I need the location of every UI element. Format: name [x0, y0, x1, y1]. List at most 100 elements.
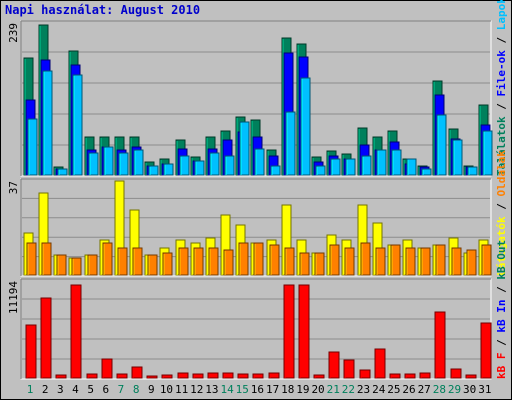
- bar-middle-2-day-28: [435, 244, 446, 276]
- day-label-14: 14: [220, 383, 234, 396]
- bar-middle-2-day-4: [71, 257, 82, 276]
- legend-item: kB In: [495, 300, 508, 333]
- legend-top: Találatok / File-ok / Lapok: [495, 0, 508, 176]
- bar-top-3-day-10: [163, 163, 174, 176]
- bar-middle-2-day-16: [253, 242, 264, 276]
- day-label-15: 15: [236, 383, 249, 396]
- bar-middle-2-day-24: [375, 247, 386, 276]
- bar-middle-2-day-1: [26, 242, 37, 276]
- day-label-2: 2: [42, 383, 49, 396]
- bar-bottom-1-day-17: [268, 372, 280, 379]
- bar-top-3-day-29: [452, 139, 463, 176]
- panel-top: 239: [7, 20, 493, 177]
- bar-middle-2-day-25: [390, 244, 401, 276]
- bar-top-3-day-27: [421, 168, 432, 176]
- bar-top-3-day-5: [88, 152, 99, 176]
- legend-item: File-ok: [495, 50, 508, 97]
- bar-top-3-day-4: [72, 74, 83, 176]
- bar-top-3-day-2: [42, 70, 53, 176]
- bar-bottom-1-day-1: [25, 324, 37, 379]
- bar-top-3-day-28: [436, 114, 447, 176]
- bar-top-3-day-9: [148, 165, 159, 176]
- bar-bottom-1-day-24: [374, 348, 386, 379]
- bar-middle-2-day-11: [178, 247, 189, 276]
- legend-item: Találatok: [495, 116, 508, 176]
- bar-top-3-day-31: [482, 130, 493, 176]
- bar-bottom-1-day-25: [389, 373, 401, 379]
- bar-top-3-day-8: [133, 149, 144, 176]
- bar-bottom-1-day-23: [359, 369, 371, 379]
- bar-bottom-1-day-15: [237, 373, 249, 379]
- day-label-25: 25: [387, 383, 400, 396]
- bar-middle-2-day-5: [87, 254, 98, 276]
- bar-top-3-day-7: [118, 152, 129, 176]
- bar-top-3-day-21: [330, 158, 341, 176]
- bar-bottom-1-day-5: [86, 373, 98, 379]
- bar-middle-2-day-13: [208, 247, 219, 276]
- bar-top-3-day-18: [285, 111, 296, 176]
- day-label-7: 7: [118, 383, 125, 396]
- bar-bottom-1-day-2: [40, 297, 52, 379]
- bar-top-3-day-16: [254, 148, 265, 176]
- bar-middle-2-day-27: [420, 247, 431, 276]
- day-label-28: 28: [433, 383, 446, 396]
- chart-title: Napi használat: August 2010: [5, 3, 201, 17]
- bar-middle-2-day-29: [451, 247, 462, 276]
- bar-top-3-day-22: [345, 158, 356, 176]
- legend-item: Oldalak: [495, 150, 508, 197]
- bar-bottom-1-day-3: [55, 374, 67, 379]
- bar-bottom-1-day-26: [404, 373, 416, 379]
- day-label-4: 4: [72, 383, 79, 396]
- legend-bottom: kB F / kB In / kB Out: [495, 240, 508, 379]
- bar-bottom-1-day-14: [222, 372, 234, 379]
- bar-bottom-1-day-29: [450, 368, 462, 379]
- day-label-10: 10: [160, 383, 173, 396]
- bar-middle-2-day-30: [466, 249, 477, 276]
- day-label-22: 22: [342, 383, 355, 396]
- day-label-19: 19: [296, 383, 309, 396]
- day-label-26: 26: [402, 383, 415, 396]
- bar-top-3-day-23: [361, 155, 372, 176]
- day-label-8: 8: [133, 383, 140, 396]
- y-max-label: 239: [7, 23, 20, 43]
- bar-middle-2-day-17: [269, 244, 280, 276]
- bar-middle-2-day-23: [360, 242, 371, 276]
- day-label-24: 24: [372, 383, 386, 396]
- bar-top-3-day-6: [103, 146, 114, 176]
- bar-top-3-day-26: [406, 158, 417, 176]
- day-label-11: 11: [175, 383, 188, 396]
- panel-bottom: 11194: [7, 278, 492, 380]
- bar-middle-2-day-18: [284, 247, 295, 276]
- bar-middle-2-day-15: [238, 242, 249, 276]
- bar-bottom-1-day-30: [465, 374, 477, 379]
- bar-bottom-1-day-16: [252, 373, 264, 379]
- bar-middle-2-day-20: [314, 252, 325, 276]
- panel-middle: 37: [7, 178, 492, 277]
- bar-bottom-1-day-27: [419, 372, 431, 379]
- y-max-label: 11194: [7, 281, 20, 314]
- y-max-label: 37: [7, 181, 20, 194]
- day-label-5: 5: [87, 383, 94, 396]
- bar-bottom-1-day-20: [313, 374, 325, 379]
- day-label-3: 3: [57, 383, 64, 396]
- bar-middle-2-day-9: [147, 254, 158, 276]
- bar-top-3-day-19: [300, 77, 311, 176]
- day-label-17: 17: [266, 383, 279, 396]
- bar-top-3-day-13: [209, 152, 220, 176]
- bar-middle-2-day-31: [481, 244, 492, 276]
- bar-top-3-day-12: [194, 160, 205, 176]
- bar-top-3-day-25: [391, 149, 402, 176]
- bar-middle-2-day-10: [162, 252, 173, 276]
- bar-middle-2-day-12: [193, 247, 204, 276]
- bar-top-3-day-30: [467, 166, 478, 176]
- bar-middle-2-day-26: [405, 247, 416, 276]
- day-label-16: 16: [251, 383, 264, 396]
- bar-middle-2-day-7: [117, 247, 128, 276]
- day-label-27: 27: [418, 383, 431, 396]
- day-label-1: 1: [27, 383, 34, 396]
- day-label-29: 29: [448, 383, 461, 396]
- bar-top-3-day-24: [376, 149, 387, 176]
- bar-middle-2-day-22: [344, 247, 355, 276]
- bar-bottom-1-day-19: [298, 284, 310, 379]
